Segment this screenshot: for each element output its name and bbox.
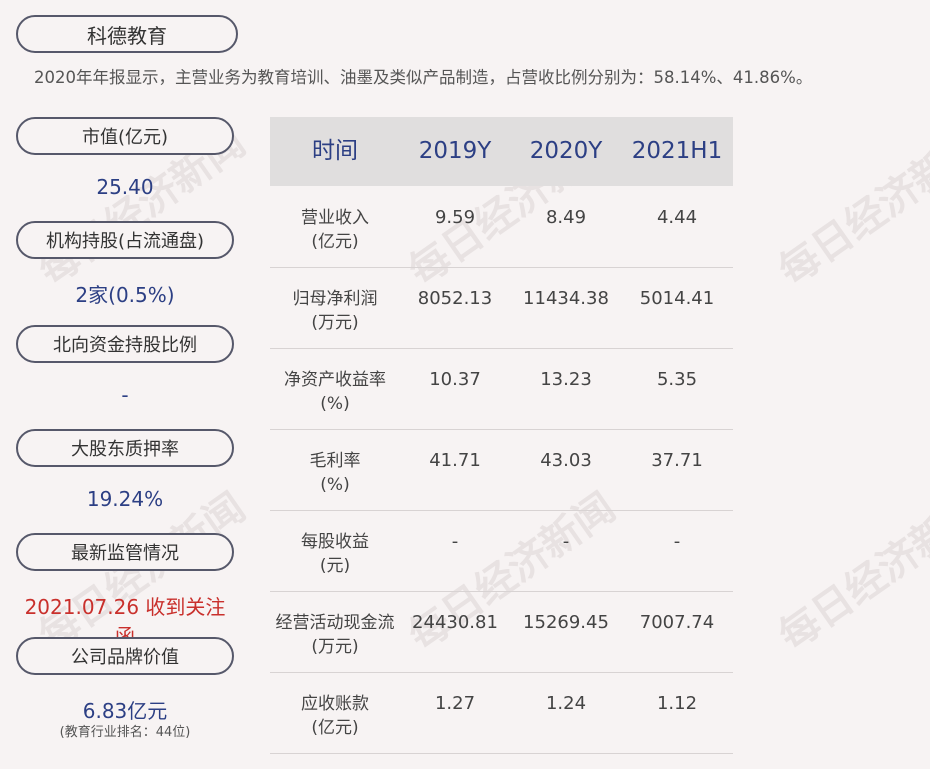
row-label-unit: (%) — [320, 475, 350, 495]
table-cell: 11434.38 — [523, 288, 609, 309]
metric-value-pledge-rate: 19.24% — [86, 487, 164, 511]
metric-value-institutional-holdings: 2家(0.5%) — [75, 283, 175, 307]
watermark: 每日经济新闻 — [770, 483, 930, 660]
row-label-revenue: 营业收入 (亿元) — [270, 206, 400, 254]
row-divider — [270, 591, 733, 592]
metric-label-institutional-holdings: 机构持股(占流通盘) — [16, 221, 234, 259]
watermark: 每日经济新闻 — [770, 118, 930, 295]
row-label-eps: 每股收益 (元) — [270, 530, 400, 578]
row-label-unit: (元) — [319, 556, 351, 576]
row-divider — [270, 267, 733, 268]
header-2020: 2020Y — [529, 138, 603, 164]
row-label-main: 毛利率 — [309, 451, 361, 471]
table-cell: 7007.74 — [639, 612, 715, 633]
row-divider — [270, 429, 733, 430]
row-label-receivables: 应收账款 (亿元) — [270, 692, 400, 740]
row-label-operating-cashflow: 经营活动现金流 (万元) — [270, 611, 400, 659]
row-label-unit: (亿元) — [311, 718, 359, 738]
row-label-main: 营业收入 — [301, 208, 369, 228]
table-cell: 9.59 — [434, 207, 476, 228]
table-cell: 4.44 — [656, 207, 698, 228]
metric-label-market-cap: 市值(亿元) — [16, 117, 234, 155]
table-cell: 5.35 — [656, 369, 698, 390]
row-label-main: 每股收益 — [301, 532, 369, 552]
table-cell: 13.23 — [540, 369, 592, 390]
table-cell: 1.27 — [434, 693, 476, 714]
table-cell: 8052.13 — [417, 288, 493, 309]
metric-label-northbound-ratio: 北向资金持股比例 — [16, 325, 234, 363]
table-cell: 37.71 — [651, 450, 703, 471]
business-summary: 2020年年报显示，主营业务为教育培训、油墨及类似产品制造，占营收比例分别为：5… — [34, 68, 813, 87]
header-2019: 2019Y — [418, 138, 492, 164]
row-label-main: 经营活动现金流 — [275, 613, 395, 633]
watermark: 每日经济新闻 — [400, 483, 624, 660]
table-cell: 1.24 — [545, 693, 587, 714]
table-cell: 43.03 — [540, 450, 592, 471]
row-label-main: 应收账款 — [301, 694, 369, 714]
row-divider — [270, 753, 733, 754]
metric-value-brand-value: 6.83亿元 — [82, 699, 168, 723]
row-label-roe: 净资产收益率 (%) — [270, 368, 400, 416]
row-label-main: 归母净利润 — [292, 289, 378, 309]
row-label-unit: (万元) — [311, 313, 359, 333]
table-cell: 15269.45 — [523, 612, 609, 633]
metric-value-market-cap: 25.40 — [96, 175, 154, 199]
table-cell: 41.71 — [429, 450, 481, 471]
header-time: 时间 — [312, 138, 358, 164]
metric-value-northbound-ratio: - — [121, 383, 129, 407]
metric-label-brand-value: 公司品牌价值 — [16, 637, 234, 675]
table-cell: 5014.41 — [639, 288, 715, 309]
table-cell: - — [562, 531, 570, 552]
row-label-unit: (%) — [320, 394, 350, 414]
row-label-unit: (亿元) — [311, 232, 359, 252]
header-2021h1: 2021H1 — [631, 138, 723, 164]
row-divider — [270, 348, 733, 349]
row-label-unit: (万元) — [311, 637, 359, 657]
row-label-gross-margin: 毛利率 (%) — [270, 449, 400, 497]
metric-label-pledge-rate: 大股东质押率 — [16, 429, 234, 467]
table-header: 时间 2019Y 2020Y 2021H1 — [270, 117, 733, 186]
page-title: 科德教育 — [16, 15, 238, 53]
table-cell: 1.12 — [656, 693, 698, 714]
table-cell: - — [451, 531, 459, 552]
table-cell: 24430.81 — [412, 612, 498, 633]
row-label-net-profit: 归母净利润 (万元) — [270, 287, 400, 335]
table-cell: 10.37 — [429, 369, 481, 390]
table-cell: - — [673, 531, 681, 552]
row-divider — [270, 510, 733, 511]
table-cell: 8.49 — [545, 207, 587, 228]
metric-label-regulatory: 最新监管情况 — [16, 533, 234, 571]
row-divider — [270, 672, 733, 673]
metric-note-brand-rank: (教育行业排名：44位) — [59, 725, 191, 740]
row-label-main: 净资产收益率 — [284, 370, 386, 390]
